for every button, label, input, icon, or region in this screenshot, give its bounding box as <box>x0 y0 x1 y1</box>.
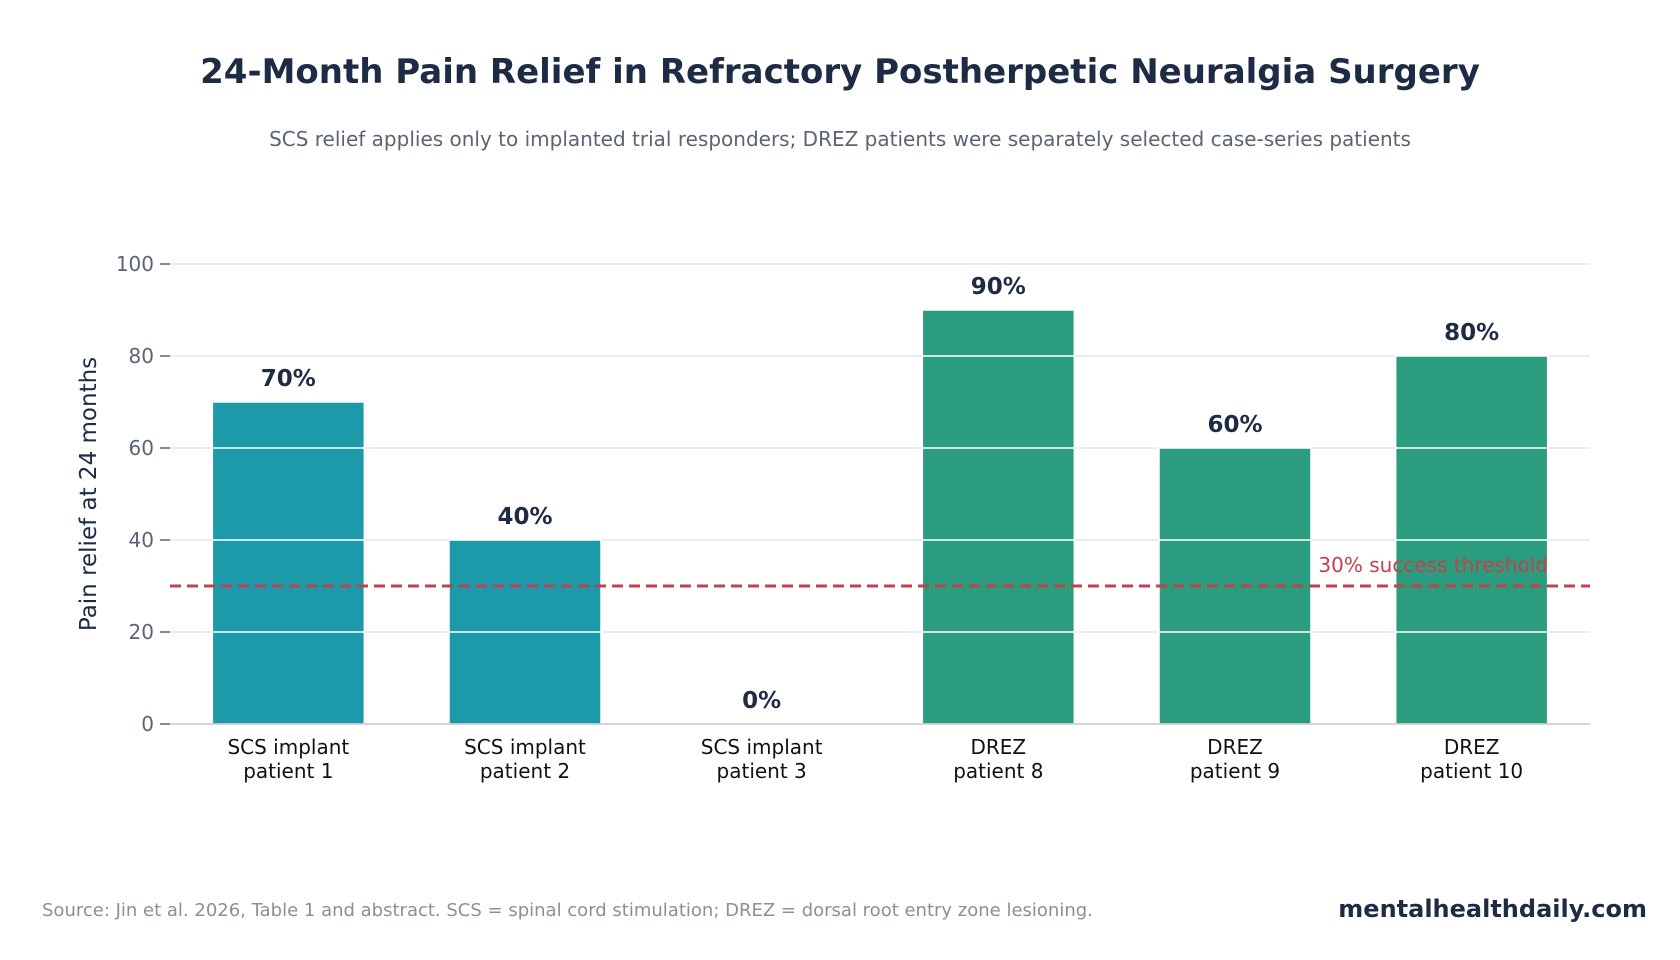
bar <box>211 401 366 725</box>
y-tick-label: 20 <box>129 620 154 644</box>
x-tick-label: SCS implant <box>701 735 823 759</box>
x-tick-label: DREZ <box>1444 735 1500 759</box>
x-tick-label: patient 9 <box>1190 759 1280 783</box>
y-tick-label: 80 <box>129 344 154 368</box>
value-label: 0% <box>742 688 781 714</box>
y-tick-label: 0 <box>141 712 154 736</box>
brand-logo-text: mentalhealthdaily.com <box>1338 895 1647 923</box>
chart-title: 24-Month Pain Relief in Refractory Posth… <box>200 52 1480 92</box>
x-tick-label: patient 1 <box>243 759 333 783</box>
y-tick-label: 100 <box>116 252 154 276</box>
x-tick-label: DREZ <box>1207 735 1263 759</box>
x-tick-label: SCS implant <box>464 735 586 759</box>
value-label: 70% <box>261 366 316 392</box>
x-tick-label: SCS implant <box>227 735 349 759</box>
bar-overlay-grid <box>212 355 1548 633</box>
x-tick-label: patient 8 <box>953 759 1043 783</box>
value-labels: 70% 40% 0% 90% 60% 80% <box>261 274 1499 714</box>
y-tick-label: 60 <box>129 436 154 460</box>
value-label: 40% <box>497 504 552 530</box>
x-tick-label: patient 3 <box>717 759 807 783</box>
x-tick-label: patient 10 <box>1420 759 1523 783</box>
y-tick-label: 40 <box>129 528 154 552</box>
value-label: 90% <box>971 274 1026 300</box>
x-tick-label: DREZ <box>971 735 1027 759</box>
x-tick-label: patient 2 <box>480 759 570 783</box>
chart-subtitle: SCS relief applies only to implanted tri… <box>269 127 1411 151</box>
y-axis-label: Pain relief at 24 months <box>76 357 102 631</box>
grid-lines <box>170 263 1590 633</box>
source-note: Source: Jin et al. 2026, Table 1 and abs… <box>42 900 1093 921</box>
bar <box>921 309 1076 725</box>
value-label: 80% <box>1444 320 1499 346</box>
threshold-label: 30% success threshold <box>1318 553 1548 577</box>
threshold-line-group: 30% success threshold <box>170 553 1590 588</box>
value-label: 60% <box>1207 412 1262 438</box>
bars <box>211 309 1549 725</box>
